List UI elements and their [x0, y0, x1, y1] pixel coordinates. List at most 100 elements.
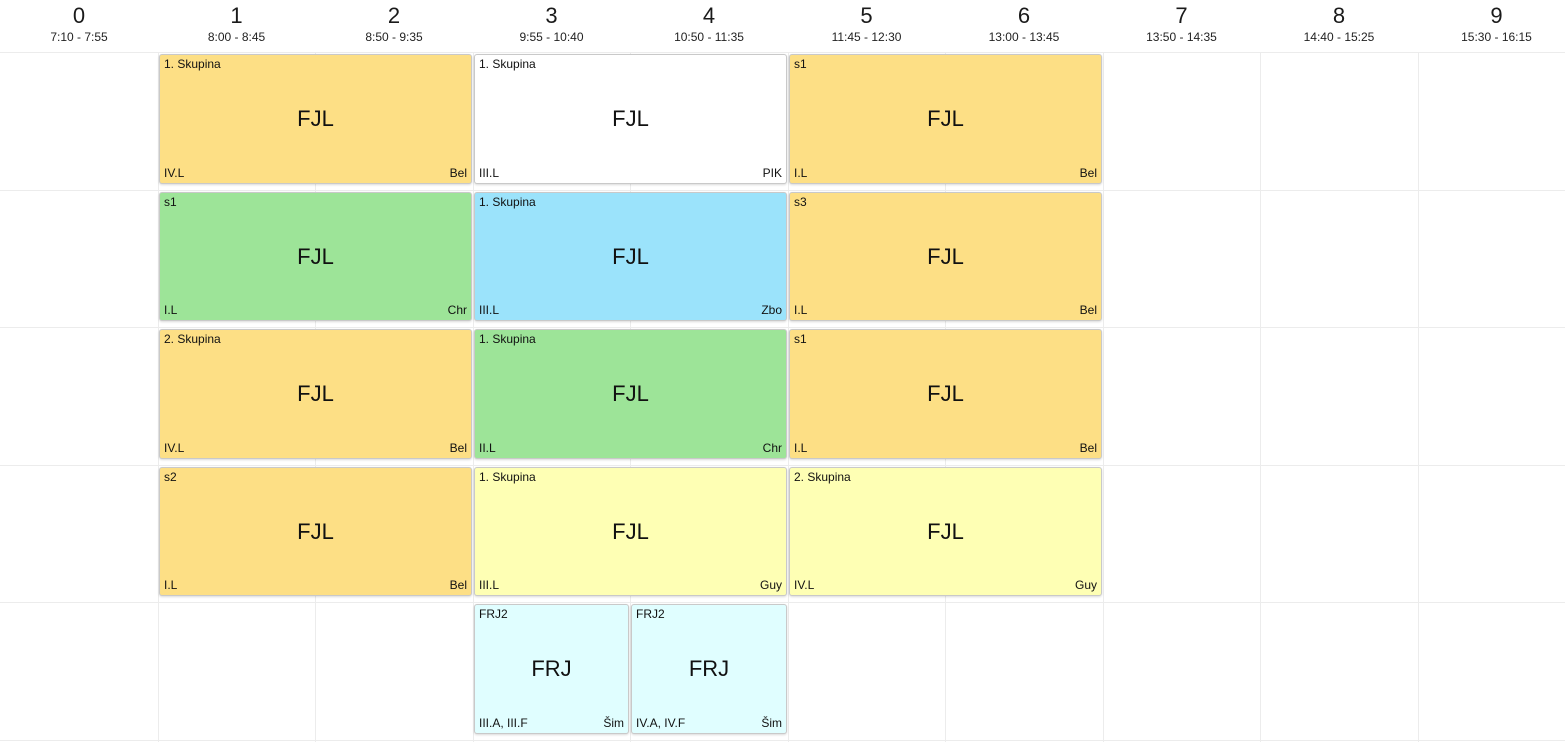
- lesson-classes: III.L: [479, 303, 500, 317]
- lesson-subject: FJL: [297, 106, 334, 131]
- period-number: 7: [1175, 3, 1188, 28]
- period-time: 13:50 - 14:35: [1146, 30, 1217, 44]
- lesson-card[interactable]: s1 FJL I.L Bel: [789, 329, 1102, 459]
- lesson-teacher: Chr: [447, 303, 467, 317]
- lesson-group: 2. Skupina: [164, 332, 221, 346]
- lesson-subject: FJL: [297, 381, 334, 406]
- period-number: 3: [545, 3, 558, 28]
- lesson-teacher: PIK: [762, 166, 782, 180]
- lesson-subject: FJL: [927, 381, 964, 406]
- lesson-group: 1. Skupina: [479, 195, 536, 209]
- period-number: 5: [860, 3, 873, 28]
- lesson-card[interactable]: 1. Skupina FJL III.L Guy: [474, 467, 787, 596]
- lesson-card[interactable]: 2. Skupina FJL IV.L Bel: [159, 329, 472, 459]
- period-header-2: 2 8:50 - 9:35: [315, 0, 473, 52]
- grid-row-divider: [0, 740, 1565, 741]
- lesson-subject: FJL: [612, 518, 649, 544]
- period-header-8: 8 14:40 - 15:25: [1260, 0, 1418, 52]
- lesson-teacher: Guy: [1074, 578, 1097, 592]
- lesson-classes: III.L: [479, 578, 500, 592]
- grid-row-divider: [0, 52, 1565, 53]
- period-header-4: 4 10:50 - 11:35: [630, 0, 788, 52]
- lesson-card[interactable]: 1. Skupina FJL III.L PIK: [474, 54, 787, 184]
- lesson-classes: IV.L: [164, 166, 185, 180]
- lesson-group: s1: [794, 57, 807, 71]
- lesson-group: s3: [794, 195, 807, 209]
- grid-column-divider: [1260, 52, 1261, 742]
- grid-row-divider: [0, 190, 1565, 191]
- lesson-card[interactable]: s1 FJL I.L Chr: [159, 192, 472, 321]
- period-header-5: 5 11:45 - 12:30: [788, 0, 945, 52]
- period-header-9: 9 15:30 - 16:15: [1418, 0, 1565, 52]
- period-time: 13:00 - 13:45: [988, 30, 1060, 44]
- grid-column-divider: [1103, 52, 1104, 742]
- lesson-classes: II.L: [479, 441, 496, 455]
- period-time: 8:50 - 9:35: [365, 30, 423, 44]
- period-header-1: 1 8:00 - 8:45: [158, 0, 315, 52]
- lesson-subject: FJL: [612, 381, 649, 406]
- lesson-card[interactable]: 1. Skupina FJL II.L Chr: [474, 329, 787, 459]
- lesson-classes: IV.L: [794, 578, 815, 592]
- lesson-teacher: Bel: [1079, 166, 1097, 180]
- lesson-card[interactable]: 1. Skupina FJL IV.L Bel: [159, 54, 472, 184]
- lesson-classes: I.L: [794, 166, 808, 180]
- lesson-group: FRJ2: [636, 607, 665, 621]
- grid-row-divider: [0, 327, 1565, 328]
- lesson-subject: FJL: [927, 106, 964, 131]
- lesson-card[interactable]: s1 FJL I.L Bel: [789, 54, 1102, 184]
- lesson-card[interactable]: s2 FJL I.L Bel: [159, 467, 472, 596]
- lesson-classes: IV.A, IV.F: [636, 716, 686, 730]
- period-number: 0: [72, 3, 86, 28]
- lesson-classes: IV.L: [164, 441, 185, 455]
- period-header-0: 0 7:10 - 7:55: [0, 0, 158, 52]
- lesson-classes: I.L: [164, 578, 178, 592]
- period-header-3: 3 9:55 - 10:40: [473, 0, 630, 52]
- period-header-6: 6 13:00 - 13:45: [945, 0, 1103, 52]
- lesson-teacher: Bel: [449, 166, 467, 180]
- lesson-group: s1: [794, 332, 807, 346]
- lesson-classes: I.L: [794, 441, 808, 455]
- grid-column-divider: [788, 52, 789, 742]
- period-time: 9:55 - 10:40: [519, 30, 584, 44]
- period-number: 1: [230, 3, 243, 28]
- lesson-teacher: Chr: [762, 441, 782, 455]
- lesson-card[interactable]: 1. Skupina FJL III.L Zbo: [474, 192, 787, 321]
- lesson-classes: III.A, III.F: [479, 716, 528, 730]
- period-number: 6: [1017, 3, 1031, 28]
- lesson-teacher: Bel: [449, 578, 467, 592]
- lesson-group: 1. Skupina: [479, 57, 536, 71]
- lesson-teacher: Bel: [1079, 441, 1097, 455]
- lesson-subject: FJL: [927, 243, 964, 269]
- period-header-7: 7 13:50 - 14:35: [1103, 0, 1260, 52]
- grid-column-divider: [158, 52, 159, 742]
- lesson-subject: FRJ: [688, 656, 730, 681]
- lesson-card[interactable]: FRJ2 FRJ III.A, III.F Šim: [474, 604, 629, 734]
- period-number: 4: [702, 3, 716, 28]
- lesson-classes: I.L: [164, 303, 178, 317]
- lesson-subject: FJL: [612, 106, 649, 131]
- lesson-subject: FRJ: [531, 656, 572, 681]
- lesson-teacher: Bel: [1079, 303, 1097, 317]
- lesson-teacher: Zbo: [761, 303, 782, 317]
- lesson-card[interactable]: s3 FJL I.L Bel: [789, 192, 1102, 321]
- period-time: 11:45 - 12:30: [831, 30, 902, 44]
- lesson-subject: FJL: [297, 518, 334, 544]
- grid-column-divider: [473, 52, 474, 742]
- period-number: 8: [1332, 3, 1346, 28]
- lesson-group: s1: [164, 195, 177, 209]
- lesson-card[interactable]: FRJ2 FRJ IV.A, IV.F Šim: [631, 604, 787, 734]
- lesson-card[interactable]: 2. Skupina FJL IV.L Guy: [789, 467, 1102, 596]
- grid-column-divider: [1418, 52, 1419, 742]
- grid-row-divider: [0, 465, 1565, 466]
- lesson-teacher: Šim: [761, 716, 782, 730]
- lesson-subject: FJL: [927, 518, 964, 544]
- lesson-group: FRJ2: [479, 607, 508, 621]
- lesson-subject: FJL: [297, 243, 334, 269]
- lesson-group: s2: [164, 470, 177, 484]
- lesson-subject: FJL: [612, 243, 649, 269]
- lesson-group: 1. Skupina: [479, 332, 536, 346]
- period-time: 7:10 - 7:55: [50, 30, 108, 44]
- period-time: 14:40 - 15:25: [1303, 30, 1375, 44]
- period-number: 2: [387, 3, 401, 28]
